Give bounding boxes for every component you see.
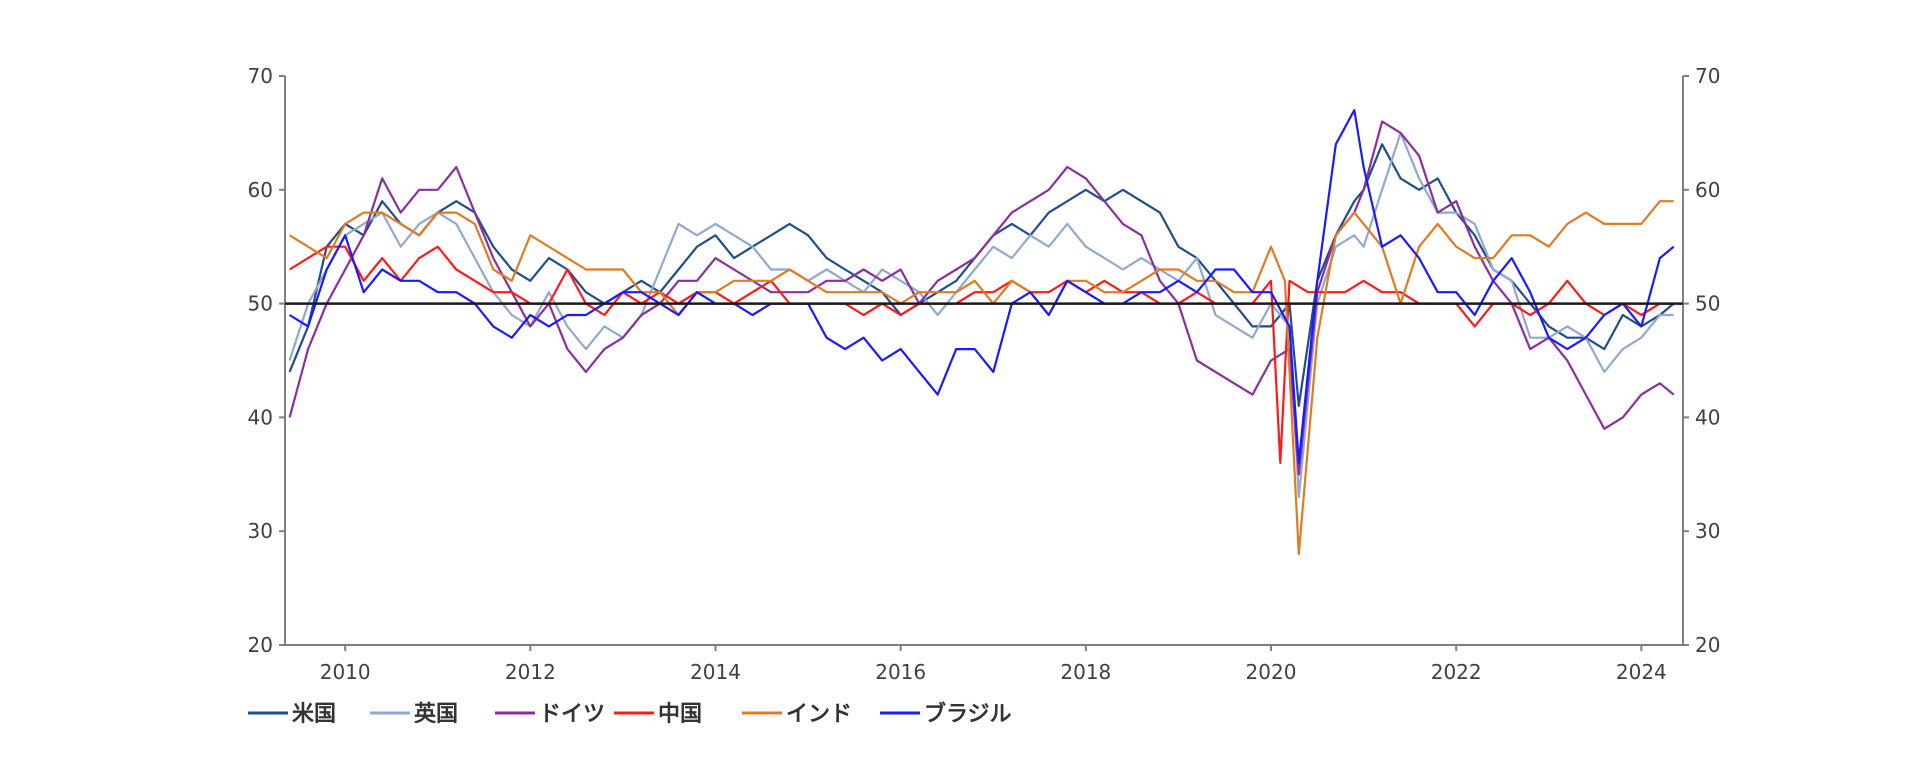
x-tick-label: 2020 — [1246, 660, 1297, 684]
y-tick-label-left: 70 — [248, 64, 273, 88]
y-tick-label-right: 70 — [1695, 64, 1720, 88]
y-tick-label-right: 60 — [1695, 178, 1720, 202]
series-line-5 — [289, 200, 1674, 556]
x-tick-label: 2010 — [320, 660, 371, 684]
y-tick-label-left: 20 — [248, 633, 273, 657]
x-tick-label: 2012 — [505, 660, 556, 684]
x-tick-label: 2018 — [1060, 660, 1111, 684]
legend-label: ドイツ — [539, 702, 605, 727]
series-layer — [288, 108, 1675, 556]
y-tick-label-right: 20 — [1695, 633, 1720, 657]
y-tick-label-left: 30 — [248, 519, 273, 543]
y-tick-label-left: 50 — [248, 292, 273, 316]
legend: 米国 英国 ドイツ 中国 インド ブラジル — [248, 701, 1012, 727]
series-line-1 — [288, 143, 1675, 408]
series-line-3 — [288, 120, 1675, 476]
series-line-4 — [289, 245, 1674, 464]
y-tick-label-left: 60 — [248, 178, 273, 202]
legend-label: 米国 — [292, 702, 336, 727]
y-tick-label-right: 40 — [1695, 405, 1720, 429]
axes-layer — [284, 76, 1684, 646]
y-tick-label-right: 30 — [1695, 519, 1720, 543]
legend-label: ブラジル — [924, 701, 1012, 727]
series-line-6 — [289, 108, 1675, 464]
x-tick-label: 2024 — [1616, 660, 1667, 684]
y-tick-label-left: 40 — [248, 405, 273, 429]
legend-label: 英国 — [414, 702, 458, 727]
legend-label: インド — [786, 702, 852, 727]
y-tick-label-right: 50 — [1695, 292, 1720, 316]
legend-label: 中国 — [658, 702, 702, 727]
x-tick-label: 2016 — [875, 660, 926, 684]
x-tick-label: 2022 — [1431, 660, 1482, 684]
x-tick-label: 2014 — [690, 660, 741, 684]
